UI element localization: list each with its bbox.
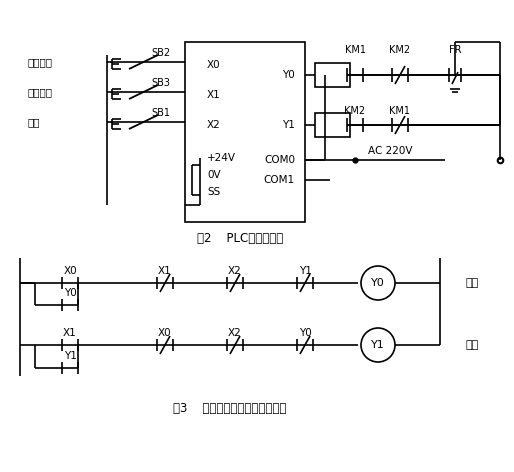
Text: 0V: 0V: [207, 170, 221, 180]
Text: X2: X2: [228, 328, 242, 338]
Text: Y0: Y0: [299, 328, 311, 338]
Text: SS: SS: [207, 187, 221, 197]
Text: SB3: SB3: [151, 78, 170, 88]
Text: COM0: COM0: [264, 155, 295, 165]
Text: X1: X1: [63, 328, 77, 338]
Text: Y1: Y1: [371, 340, 385, 350]
Text: Y1: Y1: [299, 266, 311, 276]
Text: 图2    PLC外部接线图: 图2 PLC外部接线图: [197, 231, 283, 244]
Text: X0: X0: [63, 266, 77, 276]
Text: Y0: Y0: [371, 278, 385, 288]
Text: COM1: COM1: [264, 175, 295, 185]
Text: X2: X2: [207, 120, 221, 130]
Bar: [315, 63, 350, 87]
Text: X0: X0: [158, 328, 172, 338]
Text: Y1: Y1: [64, 351, 77, 361]
Text: 停止: 停止: [27, 117, 40, 127]
Text: X1: X1: [158, 266, 172, 276]
Text: KM1: KM1: [344, 45, 365, 55]
Text: X1: X1: [207, 90, 221, 100]
Text: X2: X2: [228, 266, 242, 276]
Text: Y0: Y0: [282, 70, 295, 80]
Text: KM1: KM1: [390, 106, 411, 116]
Text: KM2: KM2: [344, 106, 365, 116]
Text: Y0: Y0: [64, 288, 77, 298]
Bar: [185, 42, 305, 222]
Bar: [315, 113, 350, 137]
Text: 反转起动: 反转起动: [27, 87, 52, 97]
Text: SB2: SB2: [151, 48, 170, 58]
Text: KM2: KM2: [390, 45, 411, 55]
Text: +24V: +24V: [207, 153, 236, 163]
Text: SB1: SB1: [151, 108, 170, 118]
Text: X0: X0: [207, 60, 221, 70]
Text: Y1: Y1: [282, 120, 295, 130]
Text: 正转起动: 正转起动: [27, 57, 52, 67]
Text: 图3    异步电动机正反转控制电路: 图3 异步电动机正反转控制电路: [173, 402, 287, 414]
Text: AC 220V: AC 220V: [368, 146, 412, 156]
Text: 反转: 反转: [465, 340, 478, 350]
Text: FR: FR: [449, 45, 461, 55]
Text: 正转: 正转: [465, 278, 478, 288]
